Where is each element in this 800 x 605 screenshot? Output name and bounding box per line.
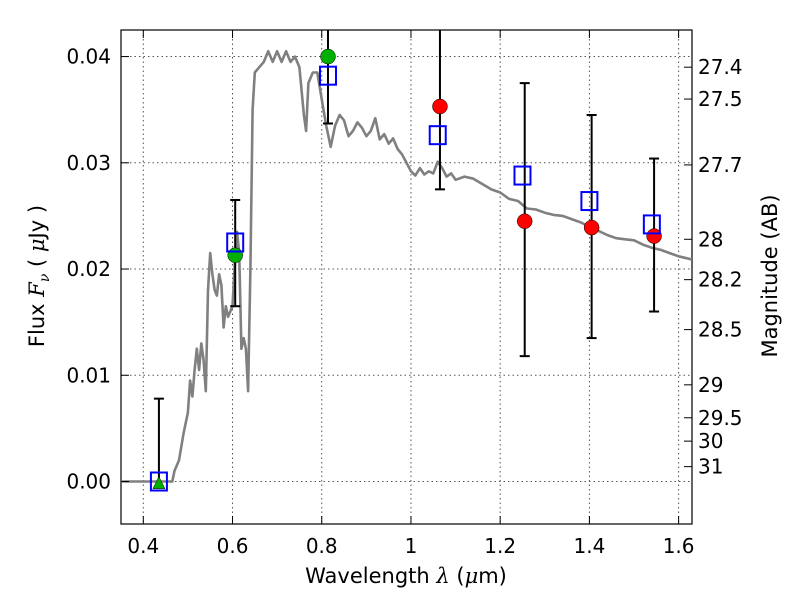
- model-spectrum: [121, 49, 693, 483]
- axes-frame: [120, 29, 693, 525]
- detection-point: [227, 247, 243, 263]
- y2-tick-label: 29.5: [698, 406, 743, 430]
- y2-axis-label: Magnitude (AB): [758, 194, 782, 357]
- data-markers: [149, 30, 662, 492]
- y2-tick-label: 27.7: [698, 153, 743, 177]
- plot-border: [120, 29, 693, 525]
- y2-tick-label: 31: [698, 455, 723, 479]
- model-photometry-square: [642, 214, 661, 235]
- y2-tick-label: 29: [698, 373, 723, 397]
- y2-tick-label: 28.2: [698, 268, 743, 292]
- y2-tick-label: 27.5: [698, 87, 743, 111]
- grid: [121, 30, 692, 524]
- model-photometry-square: [580, 191, 599, 212]
- y2-tick-label: 28.5: [698, 318, 743, 342]
- y2-tick-label: 27.4: [698, 55, 743, 79]
- x-tick-label: 0.6: [217, 534, 249, 558]
- x-tick-label: 0.8: [306, 534, 338, 558]
- model-photometry-square: [428, 125, 447, 146]
- limit-point: [583, 219, 600, 236]
- model-photometry-square: [513, 165, 532, 186]
- y-tick-label: 0.03: [66, 151, 111, 175]
- x-tick-label: 1.6: [663, 534, 695, 558]
- y-tick-label: 0.04: [66, 45, 111, 69]
- x-tick-label: 1: [405, 534, 418, 558]
- detection-point: [320, 48, 336, 65]
- model-photometry-square: [226, 232, 245, 253]
- limit-point: [516, 213, 533, 229]
- axis-labels: Wavelength λ (μm) Flux Fν ( μJy ) Magnit…: [25, 194, 782, 588]
- axis-ticks: 0.4 0.6 0.8 1 1.2 1.4 1.6 0.00 0.01 0.02 0.03 0.04 2…: [66, 30, 743, 558]
- x-tick-label: 0.4: [127, 534, 159, 558]
- y-tick-label: 0.02: [66, 257, 111, 281]
- limit-point: [646, 228, 662, 244]
- x-tick-label: 1.2: [484, 534, 516, 558]
- nondetection-triangle: [152, 476, 166, 489]
- x-axis-label: Wavelength λ (μm): [305, 564, 507, 588]
- y2-tick-label: 28: [698, 227, 723, 251]
- limit-point: [432, 98, 448, 115]
- y-axis-label: Flux Fν ( μJy ): [25, 205, 53, 347]
- x-tick-label: 1.4: [573, 534, 605, 558]
- model-photometry-square: [149, 471, 168, 492]
- y2-tick-label: 30: [698, 429, 723, 453]
- y-tick-label: 0.01: [66, 363, 111, 387]
- model-photometry-square: [318, 65, 337, 86]
- y-tick-label: 0.00: [66, 470, 111, 494]
- model-spectrum-line: [121, 49, 693, 483]
